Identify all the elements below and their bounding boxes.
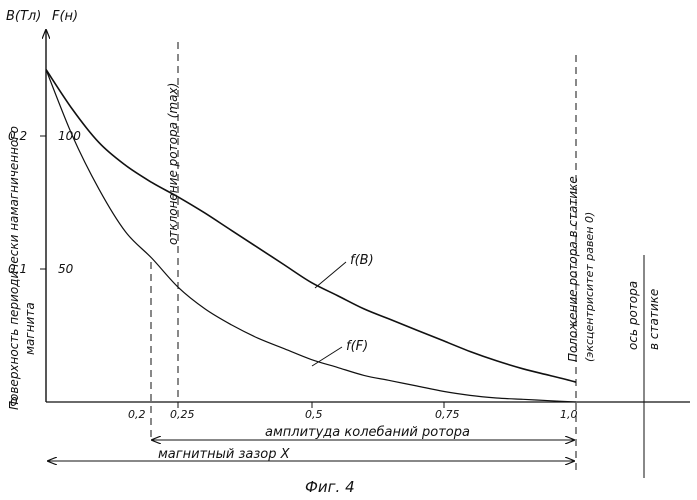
deflection-label: отклонение ротора (max) [166, 83, 180, 245]
x-tick-label-0.25: 0,25 [170, 408, 195, 421]
rotor-axis-label-line2: в статике [647, 289, 661, 350]
surface-label-line2: магнита [23, 302, 37, 355]
x-tick-label-1.0: 1,0 [560, 408, 578, 421]
rotor-position-label-line1: Положение ротора в статике [566, 176, 580, 362]
amplitude-label: амплитуда колебаний ротора [265, 425, 470, 440]
series-label-fF: f(F) [346, 339, 368, 354]
x-tick-label-0.2: 0,2 [128, 408, 146, 421]
surface-label-line1: Поверхность периодически намагниченного [7, 126, 21, 410]
rotor-position-label-line2: (эксцентриситет равен 0) [583, 212, 596, 362]
rotor-axis-label-line1: ось ротора [626, 281, 640, 350]
fB-leader [315, 262, 346, 288]
series-line-fF [46, 70, 576, 403]
f-tick-label-50: 50 [58, 262, 74, 276]
x-tick-label-0.5: 0,5 [305, 408, 323, 421]
series-line-fB [46, 70, 576, 383]
f-tick-label-100: 100 [58, 129, 81, 143]
fF-leader [312, 347, 342, 366]
figure-caption: Фиг. 4 [305, 478, 355, 496]
gap-label: магнитный зазор X [158, 447, 291, 462]
x-tick-label-0.75: 0,75 [435, 408, 460, 421]
right-axis-label: F(н) [52, 9, 78, 24]
series-label-fB: f(B) [350, 253, 374, 268]
left-axis-label: B(Тл) [6, 9, 41, 24]
